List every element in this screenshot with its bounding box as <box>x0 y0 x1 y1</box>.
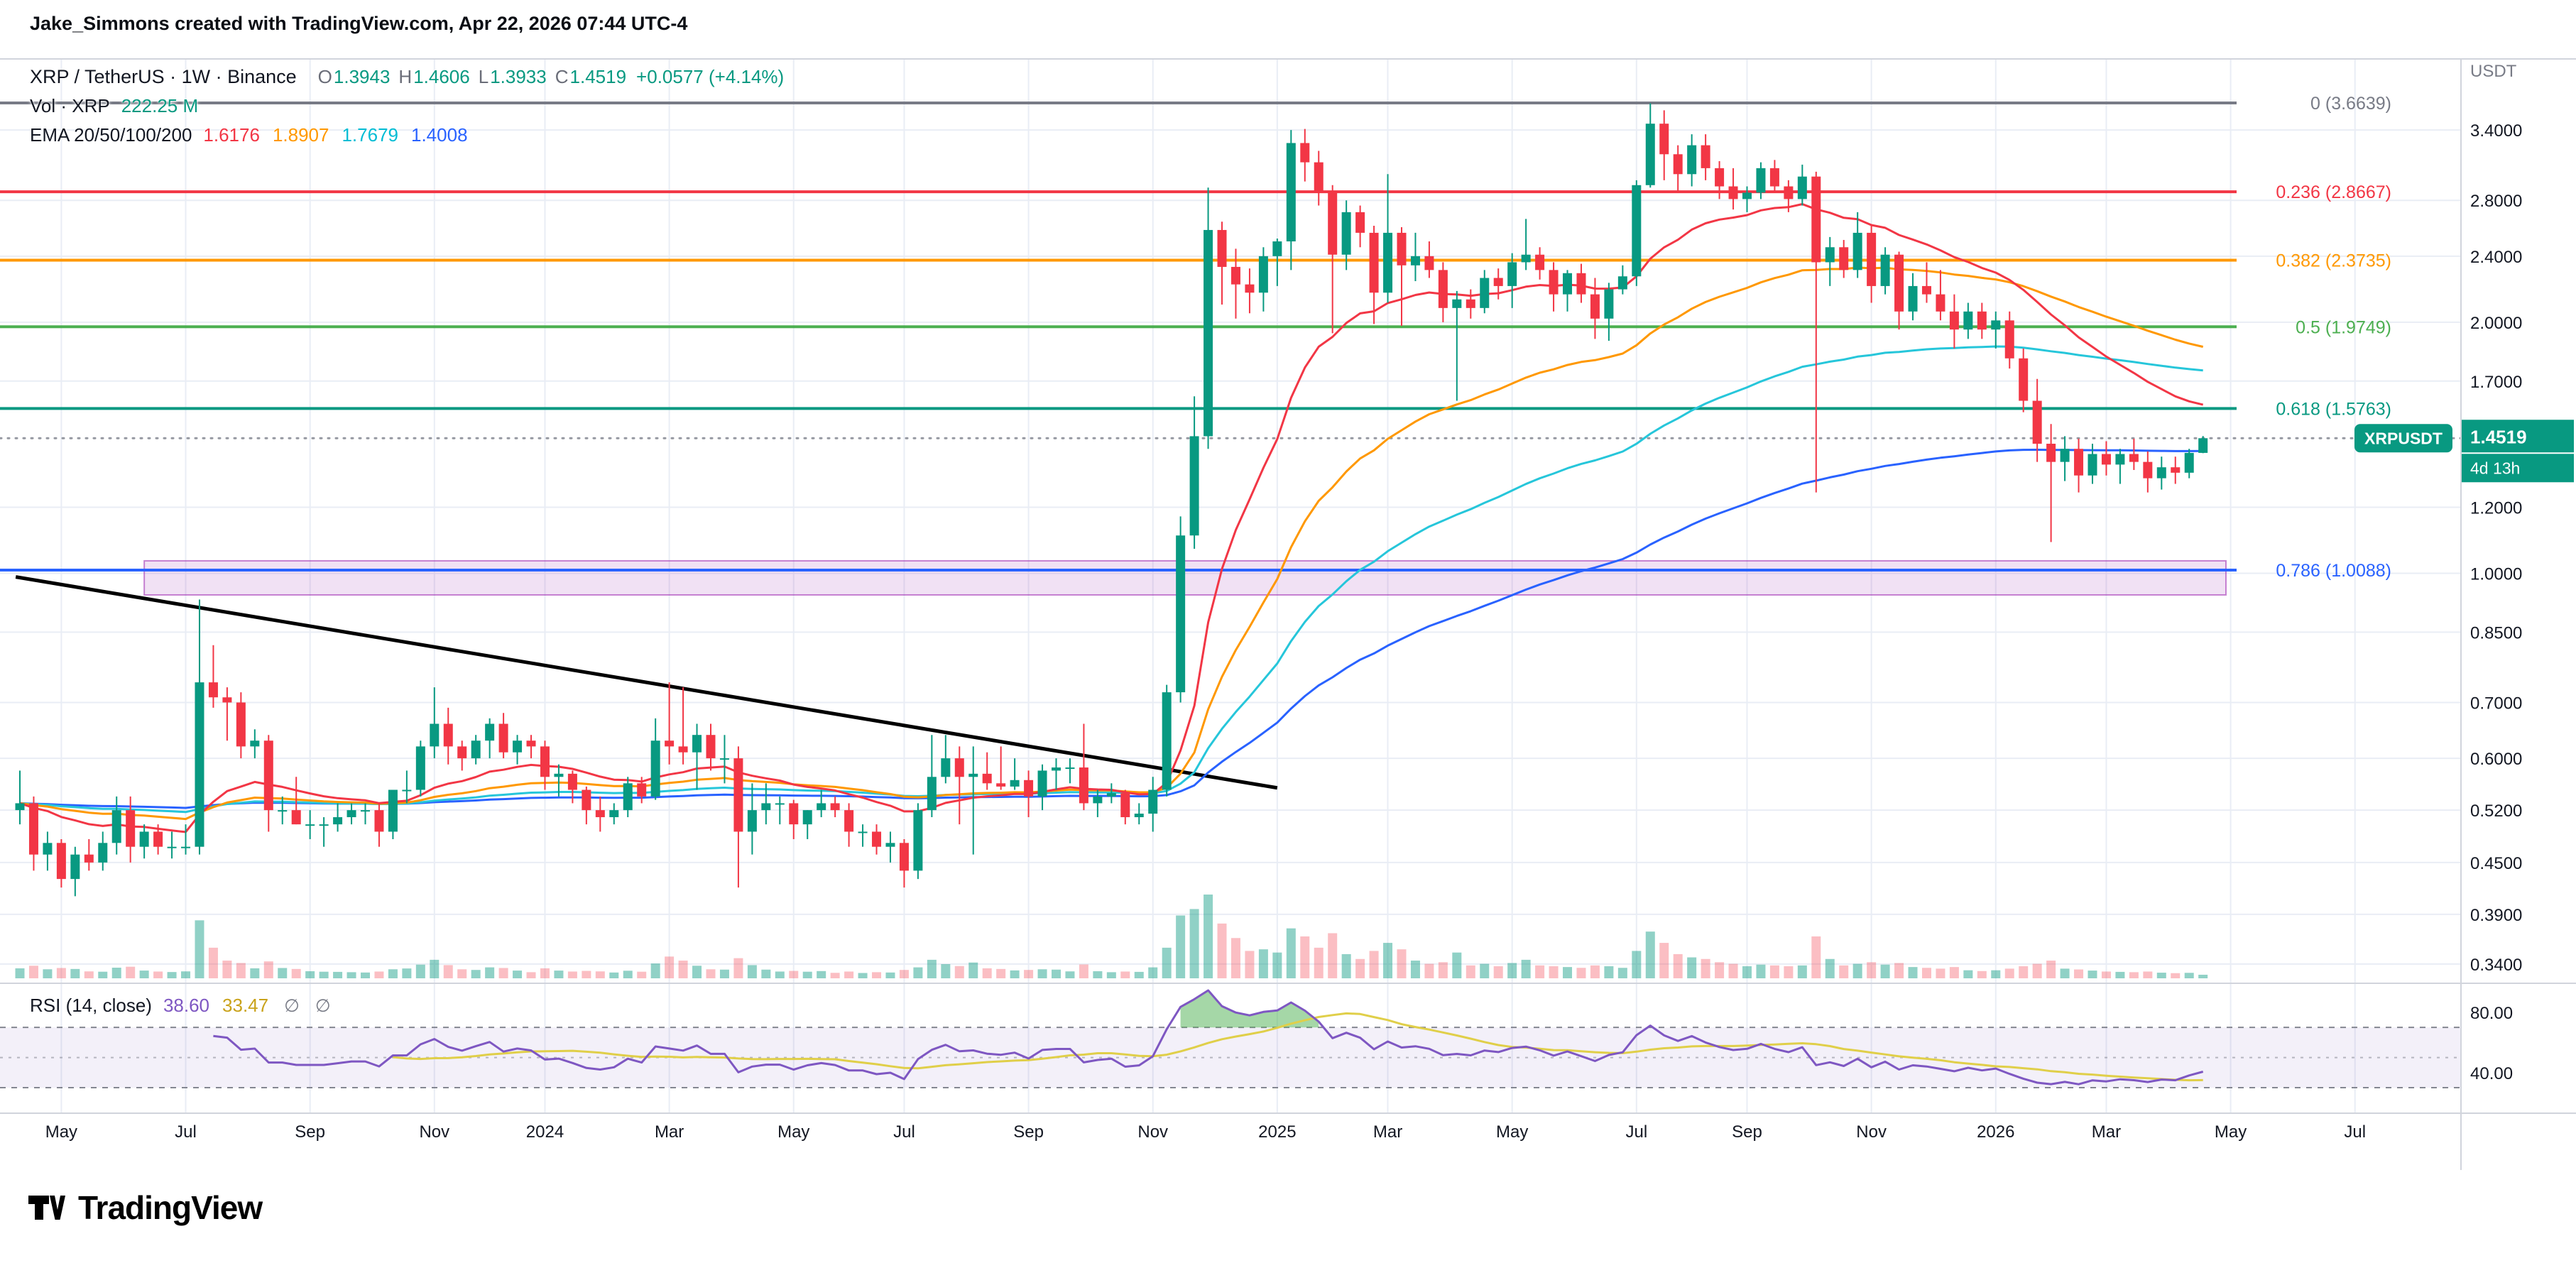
svg-text:0.7000: 0.7000 <box>2470 694 2522 713</box>
svg-text:1.2000: 1.2000 <box>2470 498 2522 518</box>
volume-bars <box>15 895 2208 978</box>
svg-text:0.786 (1.0088): 0.786 (1.0088) <box>2276 561 2391 581</box>
last-price-badge: 1.4519 4d 13h <box>2462 420 2574 483</box>
svg-text:Jul: Jul <box>2344 1122 2366 1142</box>
svg-text:Sep: Sep <box>295 1122 325 1142</box>
svg-text:Sep: Sep <box>1732 1122 1762 1142</box>
svg-text:0.618 (1.5763): 0.618 (1.5763) <box>2276 399 2391 419</box>
svg-text:0.236 (2.8667): 0.236 (2.8667) <box>2276 182 2391 202</box>
svg-text:Nov: Nov <box>419 1122 449 1142</box>
rsi-value: 38.60 <box>163 995 210 1016</box>
price-axis[interactable]: USDT 3.4000 2.8000 2.4000 2.0000 1.7000 1.2000… <box>2470 62 2522 1083</box>
svg-text:May: May <box>777 1122 809 1142</box>
pane-borders <box>0 58 2576 1170</box>
svg-text:Mar: Mar <box>1373 1122 1402 1142</box>
tradingview-logo[interactable]: TradingView <box>28 1188 263 1227</box>
svg-text:2026: 2026 <box>1977 1122 2014 1142</box>
svg-text:80.00: 80.00 <box>2470 1004 2513 1023</box>
svg-text:0.382 (2.3735): 0.382 (2.3735) <box>2276 251 2391 271</box>
svg-text:Sep: Sep <box>1013 1122 1044 1142</box>
rsi-legend-row[interactable]: RSI (14, close) 38.60 33.47 ∅ ∅ <box>30 991 331 1020</box>
svg-text:2.8000: 2.8000 <box>2470 192 2522 211</box>
close-label: C <box>555 66 569 87</box>
tradingview-logo-text: TradingView <box>78 1189 263 1226</box>
volume-label: Vol · XRP <box>30 95 110 116</box>
low-label: L <box>478 66 489 87</box>
symbol-title[interactable]: XRP / TetherUS · 1W · Binance <box>30 66 297 87</box>
volume-value: 222.25 M <box>121 95 199 116</box>
ema-lines <box>19 203 2204 833</box>
svg-text:0.8500: 0.8500 <box>2470 623 2522 643</box>
rsi-smoothing-icon[interactable]: ∅ <box>315 995 331 1016</box>
low-value: 1.3933 <box>490 66 547 87</box>
svg-text:USDT: USDT <box>2470 62 2517 81</box>
svg-text:Nov: Nov <box>1137 1122 1168 1142</box>
symbol-price-label: XRPUSDT <box>2354 424 2452 453</box>
svg-text:2024: 2024 <box>526 1122 564 1142</box>
svg-text:Jul: Jul <box>893 1122 915 1142</box>
svg-text:0.6000: 0.6000 <box>2470 750 2522 769</box>
svg-text:May: May <box>2215 1122 2247 1142</box>
svg-text:Mar: Mar <box>2092 1122 2121 1142</box>
tradingview-logo-icon <box>28 1196 65 1220</box>
descending-trendline[interactable] <box>15 575 1278 790</box>
svg-text:40.00: 40.00 <box>2470 1064 2513 1083</box>
svg-text:2.0000: 2.0000 <box>2470 314 2522 333</box>
svg-text:Jul: Jul <box>175 1122 197 1142</box>
ema50-value: 1.8907 <box>272 124 329 146</box>
svg-text:1.0000: 1.0000 <box>2470 565 2522 584</box>
svg-text:0.4500: 0.4500 <box>2470 854 2522 873</box>
candlesticks <box>15 103 2208 897</box>
change-value: +0.0577 (+4.14%) <box>636 66 785 87</box>
svg-text:0.3400: 0.3400 <box>2470 956 2522 975</box>
rsi-smoothing-icon[interactable]: ∅ <box>284 995 300 1016</box>
ema-legend-row[interactable]: EMA 20/50/100/200 1.6176 1.8907 1.7679 1… <box>30 121 784 150</box>
svg-text:1.4519: 1.4519 <box>2470 426 2527 447</box>
svg-text:1.7000: 1.7000 <box>2470 373 2522 392</box>
symbol-legend-row[interactable]: XRP / TetherUS · 1W · Binance O 1.3943 H… <box>30 62 784 92</box>
svg-text:4d 13h: 4d 13h <box>2470 459 2520 477</box>
svg-text:Nov: Nov <box>1856 1122 1887 1142</box>
svg-text:2025: 2025 <box>1258 1122 1296 1142</box>
close-value: 1.4519 <box>569 66 627 87</box>
svg-text:0.5200: 0.5200 <box>2470 802 2522 821</box>
fib-retracement[interactable]: 0 (3.6639) 0.236 (2.8667) 0.382 (2.3735) 0.… <box>0 94 2391 581</box>
rsi-legend: RSI (14, close) 38.60 33.47 ∅ ∅ <box>30 991 331 1020</box>
ema20-value: 1.6176 <box>203 124 260 146</box>
time-axis[interactable]: May Jul Sep Nov 2024 Mar May Jul Sep Nov 2025 Mar Ma… <box>45 1122 2366 1142</box>
svg-text:3.4000: 3.4000 <box>2470 121 2522 141</box>
svg-text:Jul: Jul <box>1625 1122 1647 1142</box>
svg-text:Mar: Mar <box>655 1122 684 1142</box>
ema100-value: 1.7679 <box>342 124 398 146</box>
high-value: 1.4606 <box>413 66 470 87</box>
rsi-label: RSI (14, close) <box>30 995 152 1016</box>
svg-text:0.5 (1.9749): 0.5 (1.9749) <box>2296 317 2391 337</box>
high-label: H <box>398 66 413 87</box>
volume-legend-row[interactable]: Vol · XRP 222.25 M <box>30 92 784 121</box>
svg-text:2.4000: 2.4000 <box>2470 248 2522 267</box>
chart-legend: XRP / TetherUS · 1W · Binance O 1.3943 H… <box>30 62 784 150</box>
rsi-ma-value: 33.47 <box>222 995 269 1016</box>
ema200-value: 1.4008 <box>411 124 468 146</box>
svg-text:May: May <box>45 1122 77 1142</box>
svg-text:XRPUSDT: XRPUSDT <box>2364 429 2443 447</box>
open-value: 1.3943 <box>333 66 391 87</box>
svg-text:May: May <box>1496 1122 1528 1142</box>
ema-label: EMA 20/50/100/200 <box>30 124 192 146</box>
attribution: Jake_Simmons created with TradingView.co… <box>30 13 688 34</box>
rsi-pane <box>0 989 2461 1089</box>
open-label: O <box>317 66 332 87</box>
svg-text:0 (3.6639): 0 (3.6639) <box>2310 94 2391 114</box>
svg-text:0.3900: 0.3900 <box>2470 906 2522 925</box>
